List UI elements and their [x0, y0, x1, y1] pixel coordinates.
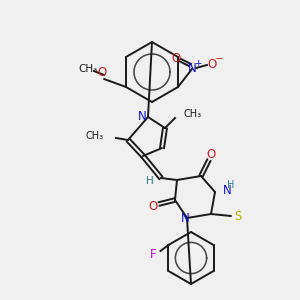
- Text: F: F: [150, 248, 157, 262]
- Text: H: H: [227, 180, 235, 190]
- Text: N: N: [181, 212, 189, 226]
- Text: O: O: [98, 65, 106, 79]
- Text: O: O: [171, 52, 181, 65]
- Text: N: N: [138, 110, 146, 124]
- Text: N: N: [223, 184, 232, 197]
- Text: CH₃: CH₃: [78, 64, 98, 74]
- Text: CH₃: CH₃: [86, 131, 104, 141]
- Text: S: S: [234, 209, 242, 223]
- Text: −: −: [214, 54, 224, 64]
- Text: H: H: [146, 176, 154, 186]
- Text: O: O: [206, 148, 216, 160]
- Text: N: N: [188, 62, 196, 76]
- Text: O: O: [207, 58, 217, 70]
- Text: CH₃: CH₃: [183, 109, 201, 119]
- Text: +: +: [194, 59, 202, 68]
- Text: O: O: [148, 200, 158, 214]
